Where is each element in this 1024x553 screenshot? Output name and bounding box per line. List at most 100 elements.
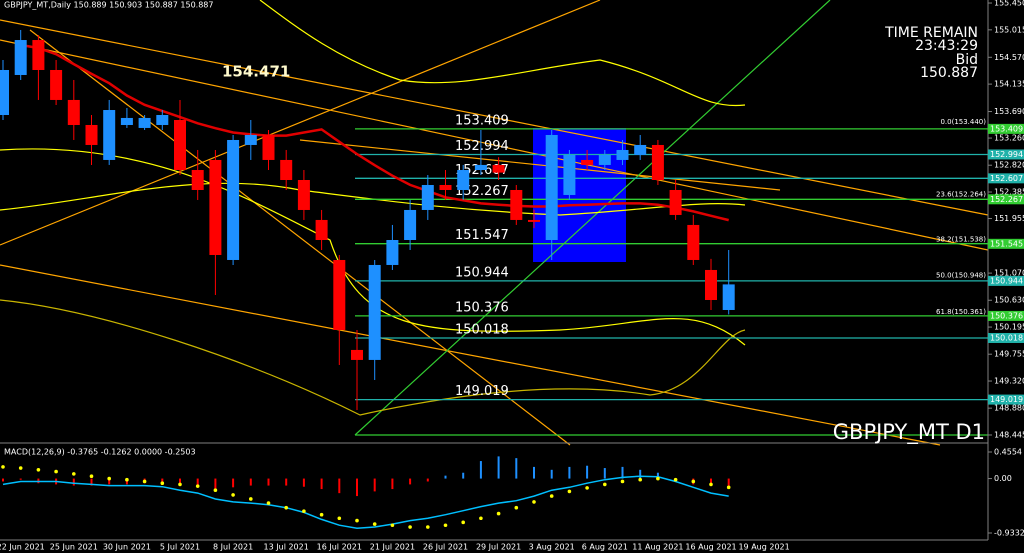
macd-signal [213, 488, 218, 493]
macd-signal [319, 512, 324, 517]
y-tick-label: 151.955 [994, 214, 1024, 223]
candle-body [386, 239, 399, 265]
info: TIME REMAIN [884, 25, 978, 41]
macd-bar [232, 478, 235, 488]
x-tick-label: 29 Jul 2021 [476, 543, 521, 552]
x-tick-label: 13 Jul 2021 [264, 543, 309, 552]
macd-signal [603, 482, 607, 487]
macd-signal [302, 509, 306, 514]
y-tick-label: 148.880 [994, 404, 1024, 413]
x-tick-label: 11 Aug 2021 [632, 543, 683, 552]
x-tick-label: 8 Jul 2021 [213, 543, 253, 552]
macd-bar [462, 472, 465, 479]
axis-marker [988, 275, 1024, 286]
macd-signal [249, 497, 253, 501]
macd-signal [231, 493, 235, 497]
macd-bar [497, 456, 500, 479]
band-middle [0, 182, 746, 216]
trendline [0, 39, 989, 251]
macd-bar [391, 478, 394, 490]
axis-marker-label: 151.545 [990, 239, 1023, 248]
macd-bar [568, 466, 571, 479]
candle-body [474, 164, 487, 171]
macd-signal [567, 489, 572, 494]
macd-bar [373, 478, 376, 492]
candle-body [545, 134, 558, 240]
trendline [299, 139, 781, 191]
x-tick-label: 25 Jun 2021 [50, 543, 98, 552]
macd-bar [656, 472, 659, 479]
macd-line [2, 475, 729, 529]
level-label: 150.018 [455, 322, 509, 337]
axis-marker-label: 153.409 [990, 124, 1023, 133]
y-tick-label: 152.385 [994, 188, 1024, 197]
trendlines [0, 0, 989, 446]
candle-body [722, 284, 735, 310]
axis-marker [988, 332, 1024, 343]
x-tick-label: 3 Aug 2021 [529, 543, 575, 552]
x-tick-label: 19 Aug 2021 [738, 543, 789, 552]
macd-bar [338, 478, 341, 494]
macd-bar [285, 478, 288, 486]
x-tick-label: 21 Jul 2021 [370, 543, 415, 552]
candle-body [67, 99, 80, 125]
candle-body [244, 134, 257, 145]
candle-body [120, 117, 133, 125]
macd-signal [709, 482, 713, 487]
macd-signal [638, 477, 642, 482]
macd-signal [72, 472, 76, 476]
macd-signal [195, 484, 200, 488]
macd-bar [356, 478, 358, 497]
candle-body [616, 149, 629, 160]
macd-signal [408, 525, 412, 529]
y-tick-label: 149.755 [994, 350, 1024, 359]
macd-bar [196, 478, 199, 486]
band-lower [0, 148, 746, 346]
macd-bar [426, 478, 429, 482]
axis-marker [988, 149, 1024, 160]
y-tick-label: 152.820 [994, 161, 1024, 170]
y-tick-label: 154.570 [994, 53, 1024, 62]
candle-body [528, 219, 540, 222]
macd-bar [550, 469, 553, 479]
candle-body [705, 269, 717, 300]
candle-body [85, 124, 98, 145]
info: 23:43:29 [915, 38, 978, 54]
macd-bar [621, 466, 624, 479]
y-tick-label: 149.320 [994, 377, 1024, 386]
candle-body [421, 184, 434, 210]
fib-label: 38.2(151.538) [936, 235, 986, 243]
y-tick-label: 153.260 [994, 134, 1024, 143]
fib-label: 61.8(150.361) [936, 308, 986, 316]
fib-label: 23.6(152.264) [936, 190, 986, 198]
macd-signal [532, 500, 536, 504]
candle-body [333, 259, 346, 330]
y-tick-label: 151.070 [994, 269, 1024, 278]
axis-marker [988, 310, 1024, 321]
candle-body [32, 40, 45, 70]
fib-label: 50.0(150.948) [936, 272, 986, 280]
macd-bar [320, 478, 323, 490]
level-label: 153.409 [455, 113, 509, 128]
macd-signal [89, 474, 94, 479]
y-tick-label: 150.630 [994, 296, 1024, 305]
axis-marker-label: 150.376 [990, 311, 1023, 320]
annotation: 154.471 [222, 63, 290, 81]
candle-body [138, 117, 151, 128]
macd-signal [673, 477, 678, 482]
macd-signal [54, 469, 58, 474]
candle-body [581, 159, 594, 165]
axis-marker [988, 173, 1024, 184]
fib-label: 0.0(153.440) [940, 118, 986, 126]
y-tick-label: 154.135 [994, 80, 1024, 89]
macd-bar [214, 478, 217, 491]
header: GBPJPY_MT,Daily 150.889 150.903 150.887 … [4, 1, 213, 10]
macd-bar [409, 478, 412, 485]
x-tick-label: 6 Aug 2021 [582, 543, 628, 552]
x-tick-label: 22 Jun 2021 [0, 543, 45, 552]
macd-signal [549, 494, 554, 498]
candle-body [368, 264, 381, 360]
axis-marker [988, 238, 1024, 249]
axis-marker-label: 152.267 [990, 195, 1023, 204]
trendline [0, 264, 941, 446]
